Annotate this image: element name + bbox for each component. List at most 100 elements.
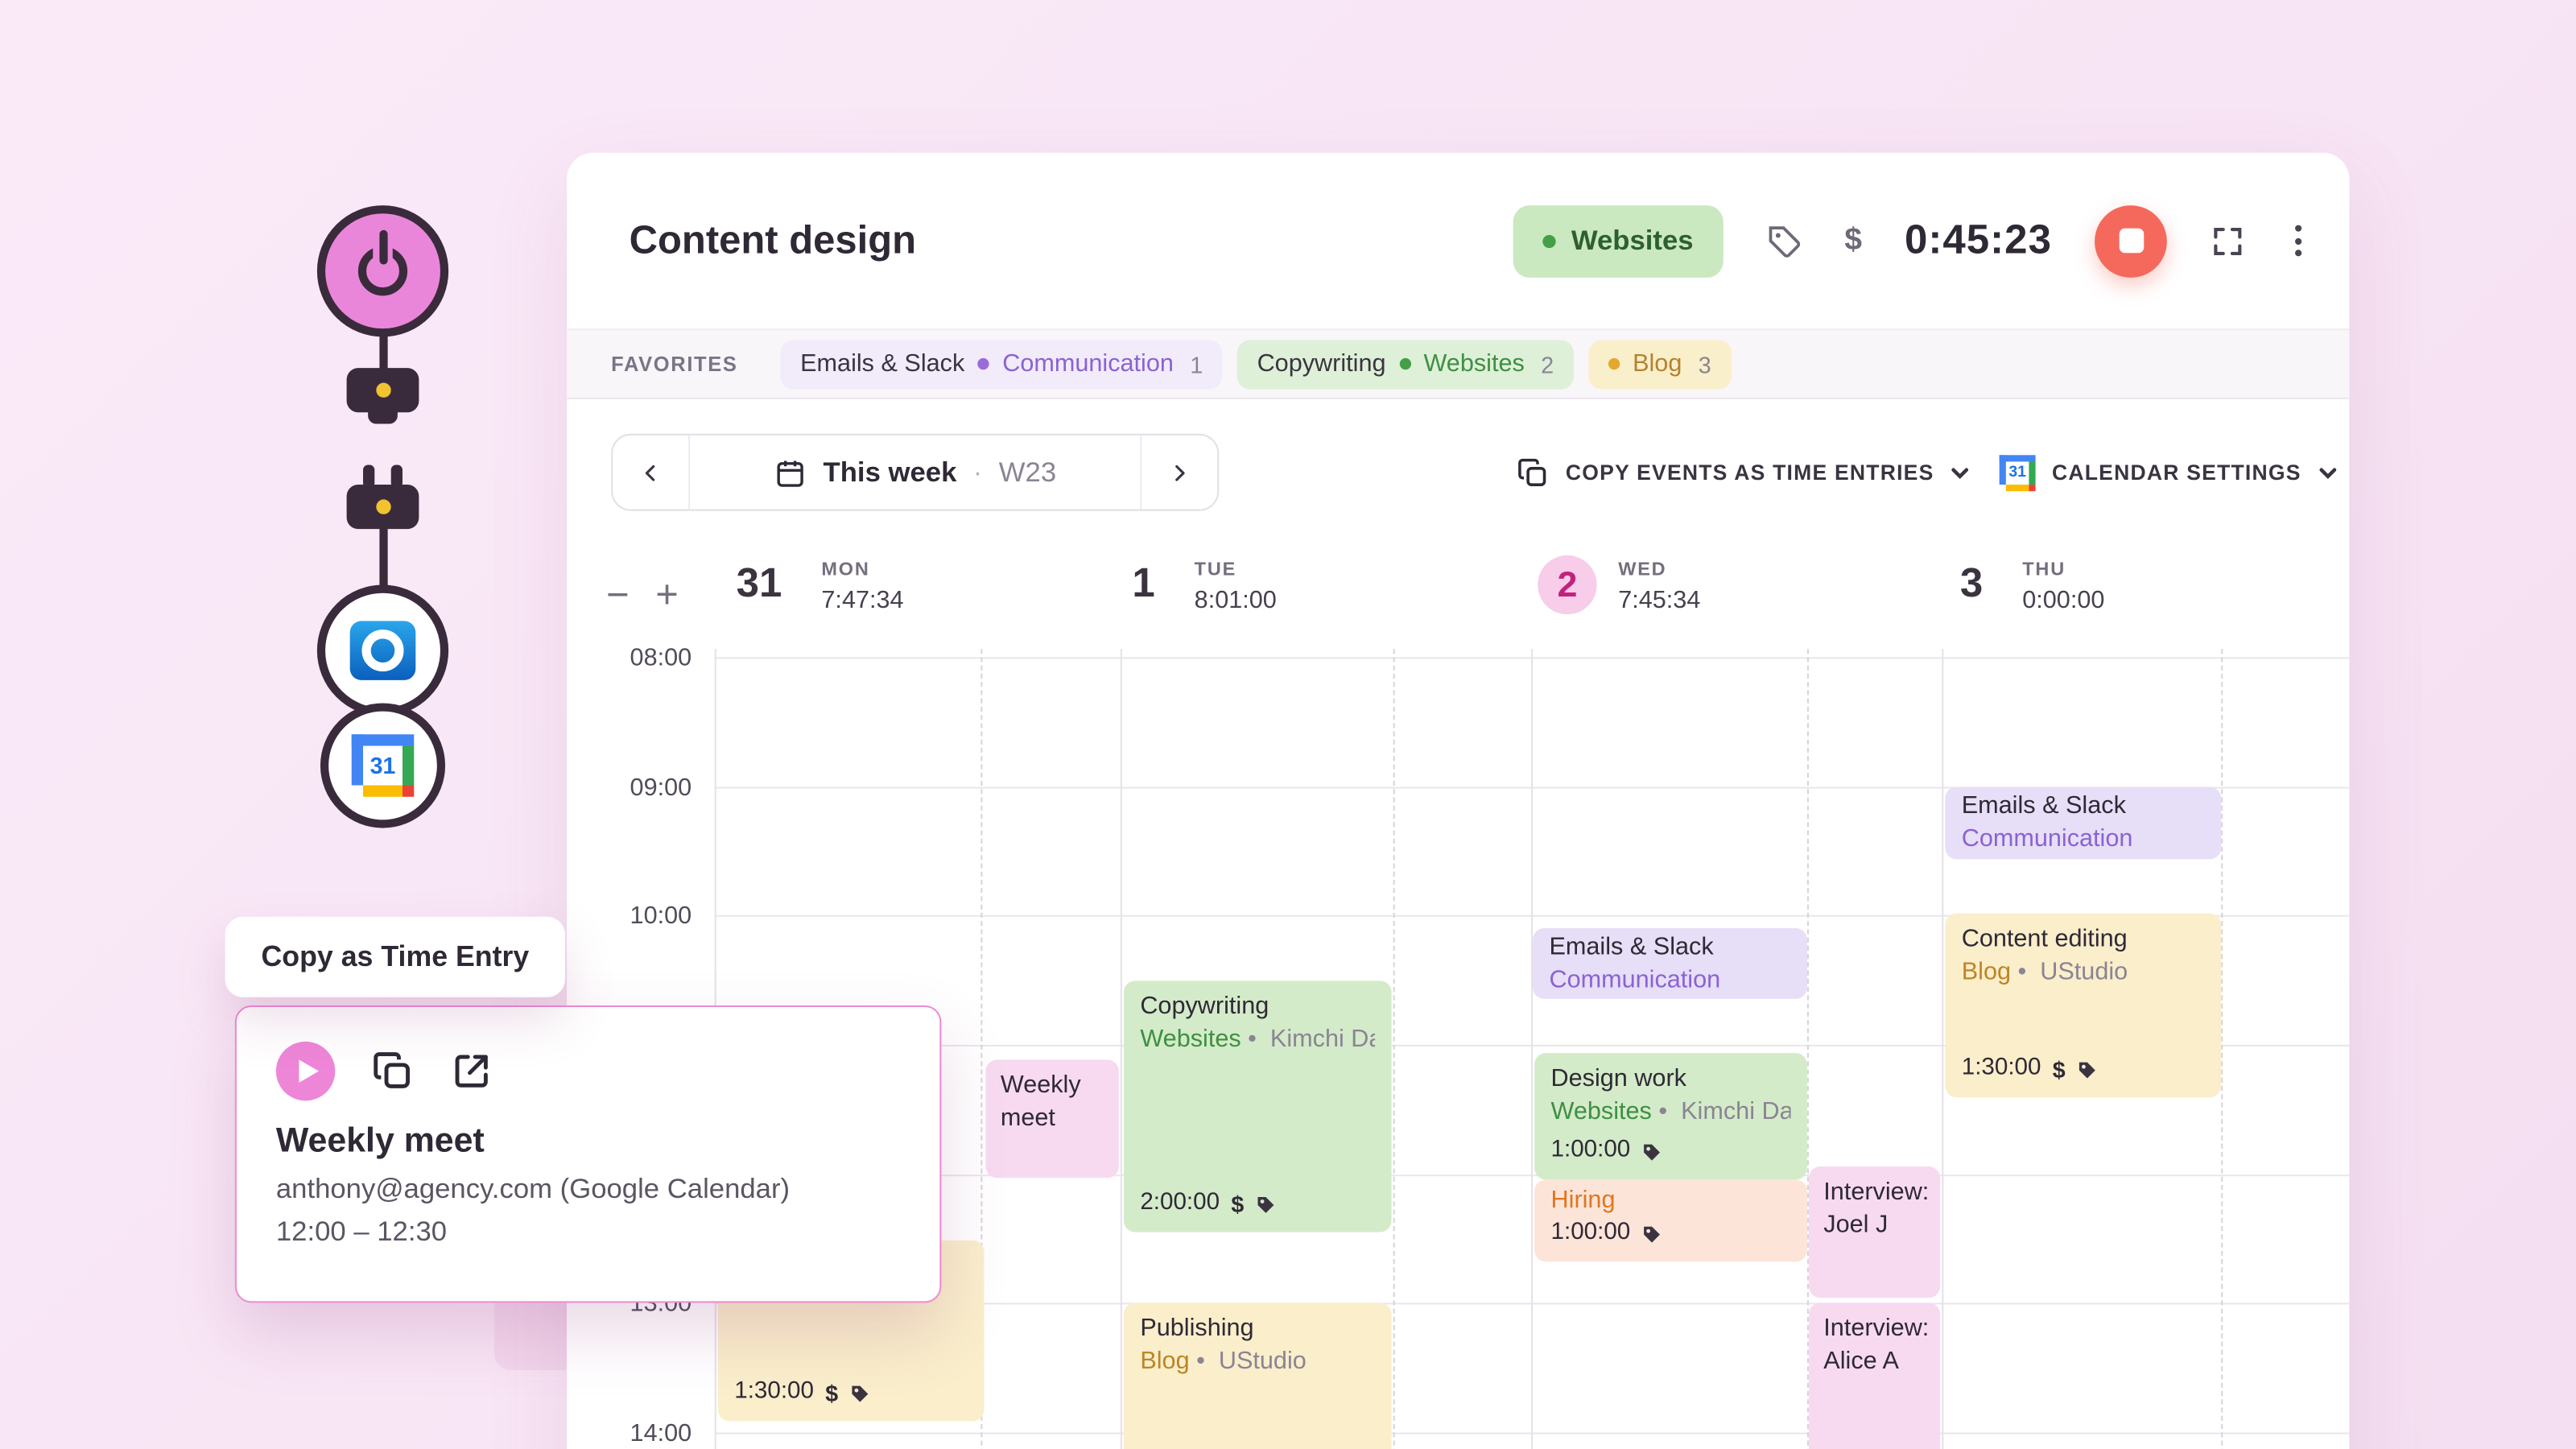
hour-label: 09:00 — [630, 774, 692, 802]
google-calendar-day: 31 — [369, 752, 396, 779]
previous-week-button[interactable] — [613, 436, 688, 510]
column-divider — [1531, 649, 1534, 1449]
project-dot — [977, 357, 989, 370]
time-entry[interactable]: Content editing BlogUStudio 1:30:00 $ — [1945, 913, 2222, 1098]
copy-icon — [1518, 457, 1546, 485]
fullscreen-icon[interactable] — [2210, 223, 2246, 259]
tag-icon — [852, 1385, 869, 1402]
entry-project: Blog — [1961, 958, 2012, 986]
event-title: Interview: Joel J — [1823, 1178, 1930, 1240]
zoom-out-button[interactable]: − — [606, 573, 630, 618]
calendar-event[interactable]: Interview: Alice A — [1808, 1302, 1941, 1449]
billable-icon[interactable]: $ — [1844, 222, 1862, 258]
day-name: MON — [821, 559, 870, 580]
next-week-button[interactable] — [1141, 436, 1217, 510]
day-header-mon[interactable]: 31 MON 7:47:34 — [733, 559, 904, 615]
time-entry[interactable]: Copywriting WebsitesKimchi Da 2:00:00 $ — [1123, 980, 1392, 1232]
chevron-down-icon — [2318, 467, 2336, 478]
dollar-icon: $ — [2052, 1055, 2066, 1083]
favorites-label: FAVORITES — [611, 352, 738, 376]
project-dot — [1608, 357, 1620, 370]
favorite-pill[interactable]: Copywriting Websites 2 — [1237, 339, 1574, 389]
project-dot — [1398, 357, 1411, 370]
copy-button[interactable] — [371, 1050, 414, 1092]
calendar-settings-button[interactable]: 31 CALENDAR SETTINGS — [1999, 434, 2338, 511]
day-date: 1 — [1132, 559, 1155, 607]
cable-line — [378, 526, 387, 592]
day-name: WED — [1618, 559, 1667, 580]
column-divider — [1942, 649, 1944, 1449]
time-entry[interactable]: Hiring 1:00:00 — [1534, 1179, 1807, 1262]
hour-label: 08:00 — [630, 644, 692, 672]
google-calendar-icon: 31 — [320, 703, 446, 828]
entry-title: Content editing — [1961, 924, 2128, 953]
event-details-popup: Weekly meet anthony@agency.com (Google C… — [234, 1005, 942, 1303]
week-navigator: This week · W23 — [611, 433, 1220, 511]
chevron-left-icon — [645, 464, 655, 481]
entry-client: Kimchi Da — [1652, 1098, 1791, 1126]
copy-as-time-entry-tooltip[interactable]: Copy as Time Entry — [225, 916, 566, 997]
calendar-event[interactable]: Weekly meet — [985, 1059, 1119, 1179]
day-total: 0:00:00 — [2022, 586, 2105, 615]
time-entry[interactable]: Emails & Slack Communication — [1945, 786, 2222, 860]
google-calendar-icon: 31 — [1999, 454, 2036, 491]
tag-icon — [1644, 1226, 1661, 1243]
popup-event-time: 12:00 – 12:30 — [275, 1216, 448, 1247]
entry-title: Publishing — [1140, 1314, 1254, 1343]
week-label: This week — [823, 456, 957, 488]
week-number: W23 — [998, 456, 1057, 488]
day-total: 7:45:34 — [1618, 586, 1701, 615]
entry-client: Kimchi Da — [1241, 1026, 1375, 1054]
favorite-project: Websites — [1423, 349, 1525, 378]
dollar-icon: $ — [1231, 1191, 1245, 1217]
kebab-menu-icon[interactable] — [2289, 218, 2308, 262]
favorite-pill[interactable]: Emails & Slack Communication 1 — [780, 339, 1223, 389]
copy-events-label: COPY EVENTS AS TIME ENTRIES — [1565, 460, 1934, 485]
time-entry[interactable]: Publishing BlogUStudio — [1123, 1302, 1392, 1449]
project-badge-label: Websites — [1571, 224, 1694, 256]
favorite-count: 2 — [1541, 350, 1554, 378]
tag-icon[interactable] — [1765, 223, 1802, 259]
tag-icon — [1257, 1196, 1274, 1213]
entry-project: Blog — [1140, 1347, 1190, 1376]
play-button[interactable] — [275, 1041, 336, 1101]
hour-label: 10:00 — [630, 902, 692, 931]
open-external-button[interactable] — [450, 1050, 493, 1092]
favorite-task: Copywriting — [1257, 349, 1386, 378]
entry-title: Emails & Slack — [1549, 933, 1714, 961]
entry-project: Websites — [1140, 1025, 1241, 1054]
copy-events-button[interactable]: COPY EVENTS AS TIME ENTRIES — [1517, 434, 1971, 511]
tag-icon — [1644, 1144, 1661, 1161]
plug-icon — [363, 464, 375, 489]
favorite-task: Emails & Slack — [800, 349, 965, 378]
subcolumn-divider — [980, 649, 983, 1449]
week-selector[interactable]: This week · W23 — [688, 435, 1142, 510]
play-icon — [298, 1059, 318, 1083]
calendar-event[interactable]: Interview: Joel J — [1808, 1166, 1941, 1298]
day-total: 7:47:34 — [821, 586, 904, 615]
zoom-in-button[interactable]: + — [655, 573, 679, 618]
entry-duration: 1:00:00 — [1550, 1137, 1631, 1164]
day-total: 8:01:00 — [1194, 586, 1277, 615]
day-name: TUE — [1194, 559, 1237, 580]
time-entry[interactable]: Design work WebsitesKimchi Da 1:00:00 — [1534, 1053, 1807, 1180]
entry-title: Design work — [1550, 1064, 1686, 1093]
entry-duration: 1:00:00 — [1550, 1220, 1631, 1246]
entry-duration: 1:30:00 — [734, 1379, 815, 1406]
entry-title: Copywriting — [1140, 992, 1269, 1021]
time-entry[interactable]: Emails & Slack Communication — [1533, 928, 1807, 999]
day-header-tue[interactable]: 1 TUE 8:01:00 — [1105, 559, 1276, 614]
day-name: THU — [2022, 559, 2066, 580]
cable-line — [378, 332, 387, 372]
favorite-pill[interactable]: Blog 3 — [1587, 339, 1732, 389]
subcolumn-divider — [1806, 649, 1809, 1449]
stop-button[interactable] — [2095, 204, 2167, 277]
favorite-count: 3 — [1698, 350, 1711, 378]
entry-duration: 1:30:00 — [1961, 1055, 2041, 1082]
calendar-icon — [777, 460, 803, 486]
page-title: Content design — [629, 217, 917, 262]
day-header-wed[interactable]: 2 WED 7:45:34 — [1538, 555, 1701, 615]
day-header-thu[interactable]: 3 THU 0:00:00 — [1934, 559, 2104, 614]
project-badge[interactable]: Websites — [1513, 204, 1724, 277]
day-date: 3 — [1959, 559, 1984, 607]
